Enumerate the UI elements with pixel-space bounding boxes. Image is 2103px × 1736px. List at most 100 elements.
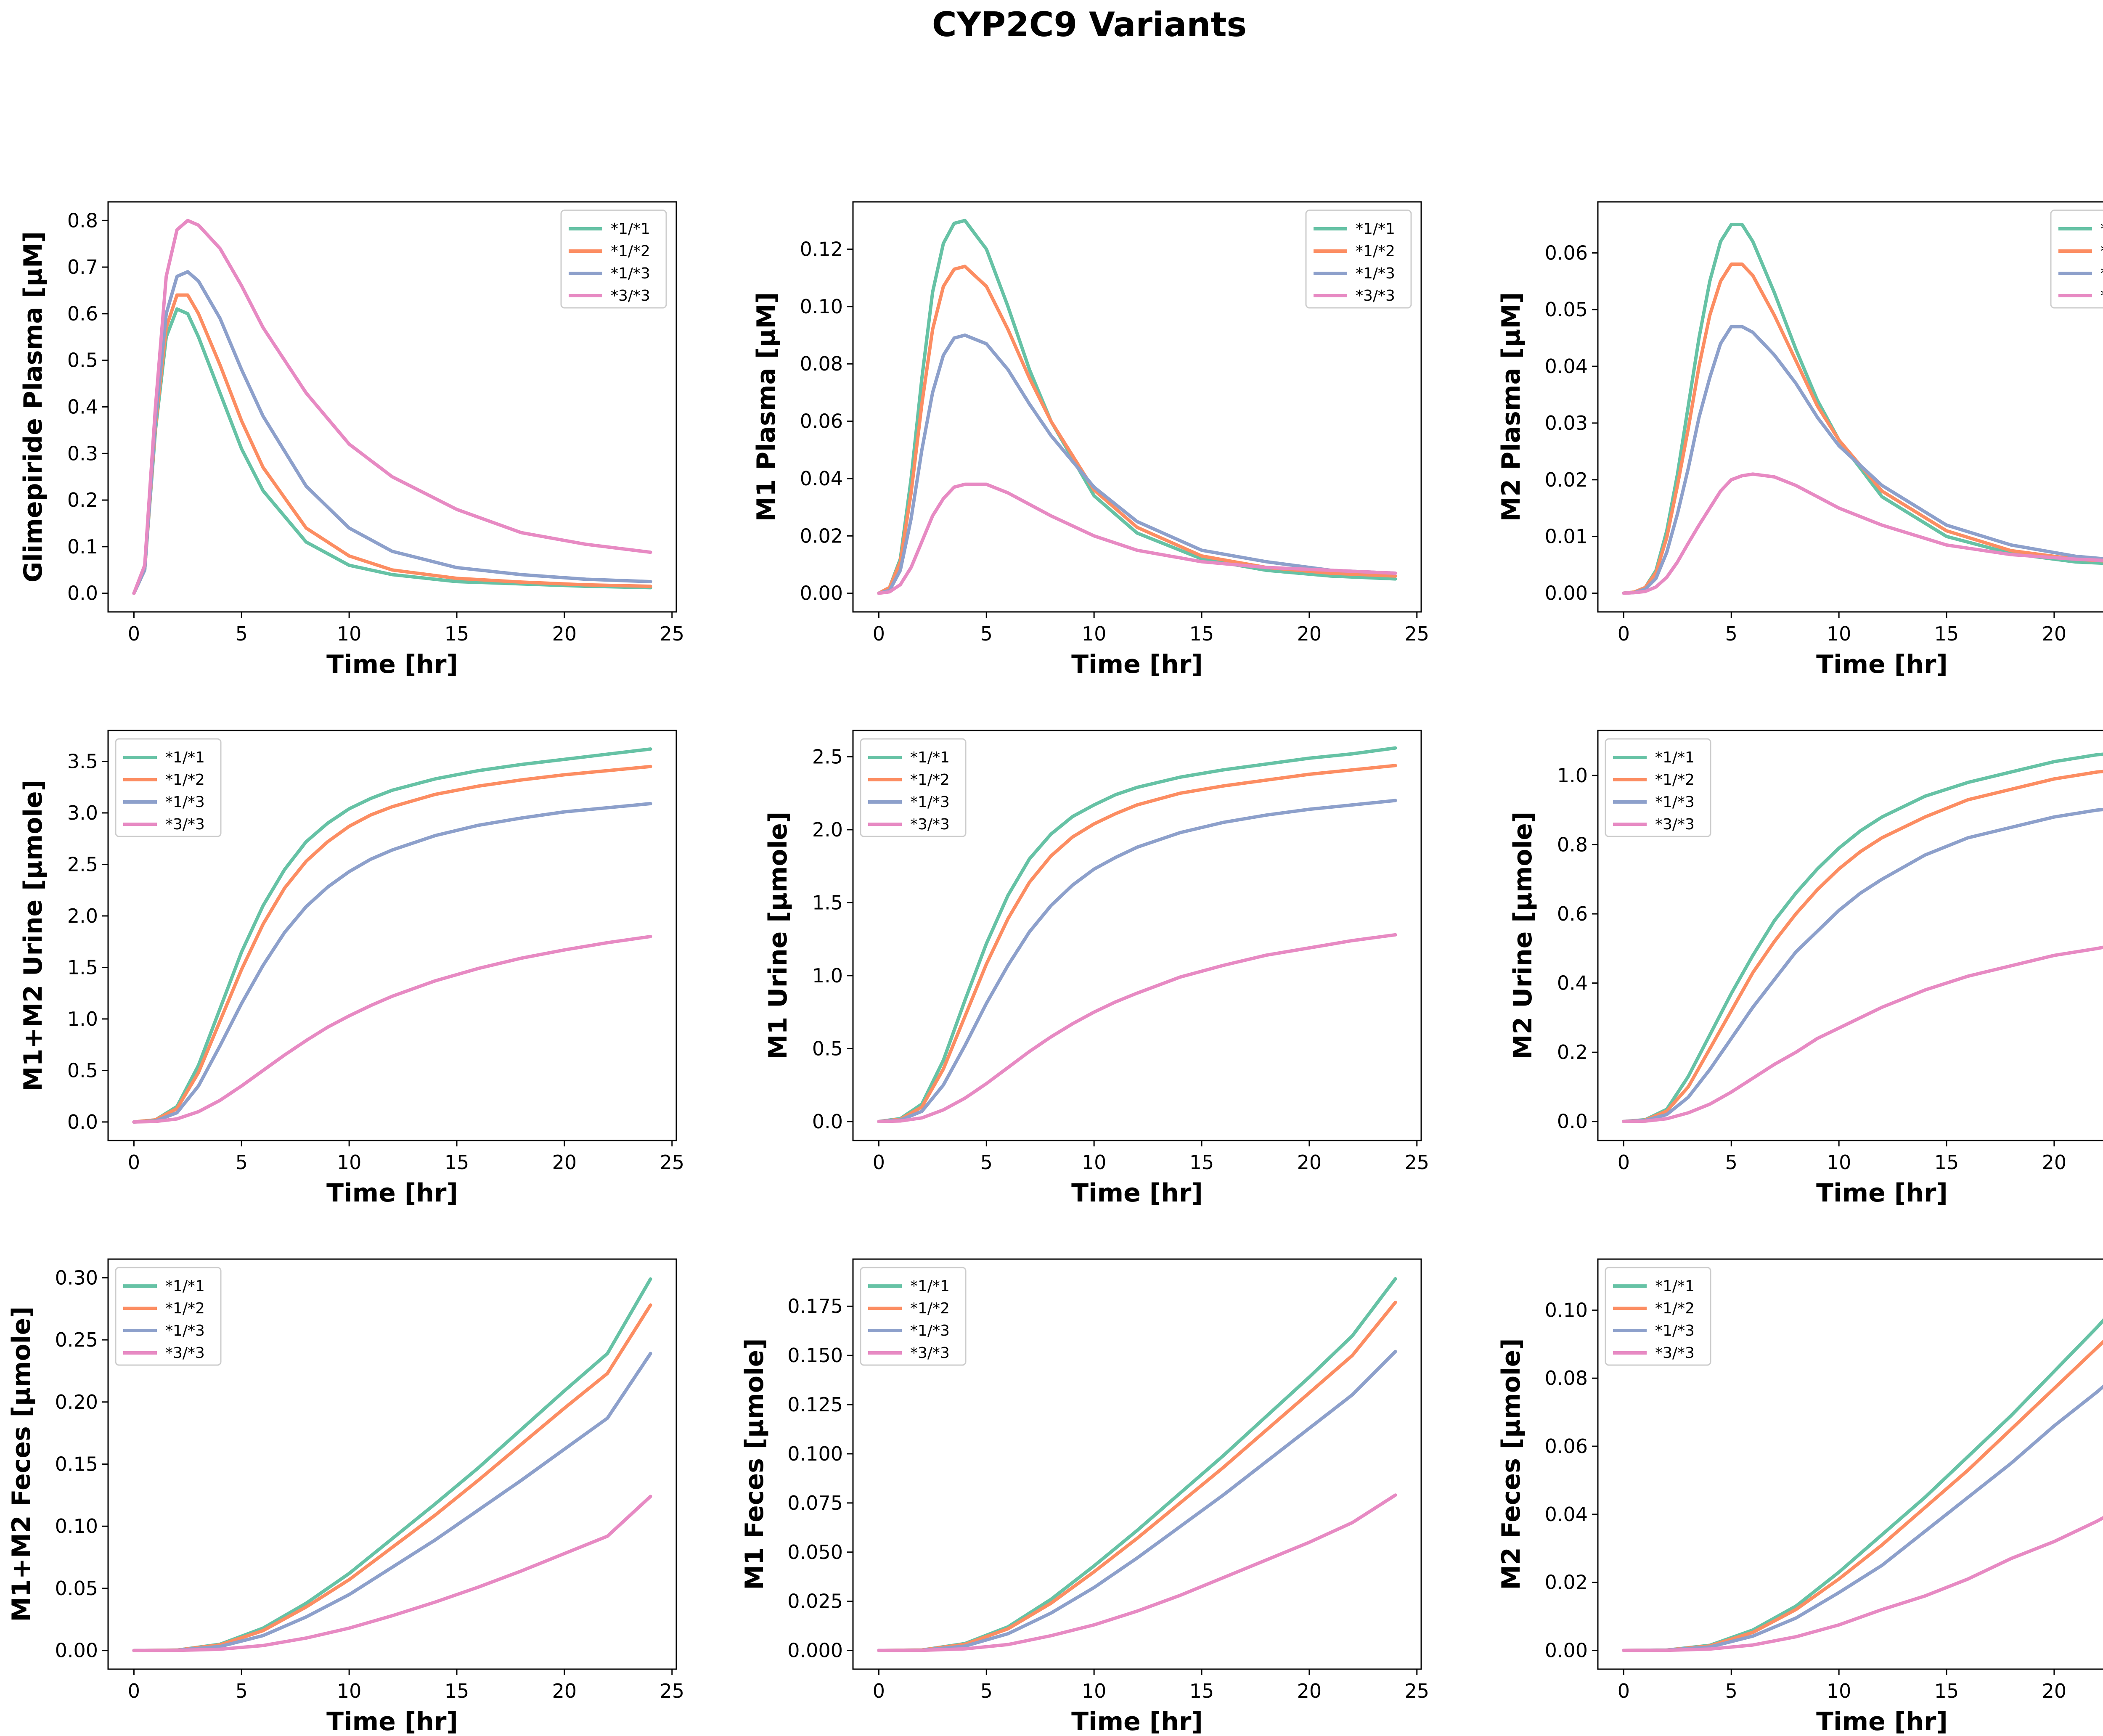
y-axis-label: M1 Feces [µmole] bbox=[740, 1338, 769, 1590]
legend-entry: *1/*2 bbox=[611, 243, 650, 260]
y-tick-label: 0.0 bbox=[1557, 1110, 1588, 1133]
legend-entry: *1/*3 bbox=[910, 794, 950, 811]
y-tick-label: 0.000 bbox=[787, 1639, 843, 1662]
y-tick-label: 1.0 bbox=[1557, 764, 1588, 787]
x-tick-label: 10 bbox=[1082, 1151, 1107, 1174]
legend-entry: *1/*2 bbox=[910, 1300, 950, 1317]
legend-entry: *3/*3 bbox=[165, 1344, 205, 1362]
chart-3: 05101520250.000.010.020.030.040.050.06Ti… bbox=[1496, 201, 2103, 679]
x-tick-label: 20 bbox=[1297, 622, 1322, 645]
legend: *1/*1 *1/*2 *1/*3 *3/*3 bbox=[860, 1267, 967, 1366]
legend-box bbox=[560, 209, 667, 309]
x-axis-label: Time [hr] bbox=[326, 650, 458, 679]
axes-frame bbox=[1597, 1258, 2103, 1670]
x-tick-label: 25 bbox=[660, 622, 684, 645]
series-line-4 bbox=[877, 933, 1397, 1123]
legend-entry: *1/*2 bbox=[1655, 771, 1695, 789]
legend-box bbox=[115, 1267, 222, 1366]
y-tick-label: 0.00 bbox=[1545, 1639, 1588, 1662]
x-tick-label: 25 bbox=[660, 1680, 684, 1702]
x-tick-label: 20 bbox=[1297, 1680, 1322, 1702]
series-line-3 bbox=[132, 270, 652, 595]
y-tick-label: 0.10 bbox=[800, 295, 843, 318]
chart-4: 0 5 10 15 20 25 0.0 0.5 1.0 1.5 2.0 2.5 3.0 3.5 Time [… bbox=[19, 730, 684, 1208]
legend-box bbox=[860, 738, 967, 837]
x-axis-label: Time [hr] bbox=[1071, 650, 1203, 679]
y-tick-label: 0.02 bbox=[1545, 1571, 1588, 1594]
y-tick-label: 0.3 bbox=[67, 442, 98, 465]
legend-entry: *1/*1 bbox=[165, 749, 205, 766]
y-tick-label: 2.5 bbox=[812, 745, 843, 768]
y-tick-label: 0.6 bbox=[1557, 902, 1588, 925]
legend-entry: *1/*2 bbox=[2100, 243, 2103, 260]
y-tick-label: 0.4 bbox=[1557, 972, 1588, 995]
x-tick-label: 20 bbox=[2042, 1151, 2067, 1174]
series-line-1 bbox=[132, 747, 652, 1124]
series-group bbox=[132, 1277, 652, 1652]
y-tick-label: 0.20 bbox=[55, 1391, 98, 1413]
series-line-4 bbox=[877, 1493, 1397, 1652]
y-axis-label: M1+M2 Feces [µmole] bbox=[7, 1306, 36, 1622]
legend-entry: *1/*3 bbox=[1655, 1322, 1695, 1339]
y-tick-label: 1.0 bbox=[67, 1008, 98, 1030]
series-line-3 bbox=[877, 1350, 1397, 1652]
legend-entry: *1/*3 bbox=[165, 794, 205, 811]
y-tick-label: 0.06 bbox=[800, 410, 843, 433]
x-tick-label: 5 bbox=[980, 1151, 993, 1174]
legend-box bbox=[115, 738, 222, 837]
y-tick-label: 3.5 bbox=[67, 750, 98, 773]
legend: *1/*1 *1/*2 *1/*3 *3/*3 bbox=[1605, 738, 1711, 837]
x-tick-label: 20 bbox=[1297, 1151, 1322, 1174]
x-tick-label: 5 bbox=[980, 622, 993, 645]
x-tick-label: 15 bbox=[1934, 1680, 1959, 1702]
chart-2: 0 5 10 15 20 25 0.00 0.02 0.04 0.06 0.08 0.10 0.12 Ti… bbox=[752, 201, 1429, 679]
y-axis-label: M1+M2 Urine [µmole] bbox=[19, 780, 48, 1091]
series-line-1 bbox=[877, 219, 1397, 595]
series-group bbox=[132, 219, 652, 595]
x-tick-label: 20 bbox=[552, 1151, 577, 1174]
y-tick-label: 0.00 bbox=[55, 1639, 98, 1662]
x-tick-label: 10 bbox=[1827, 1680, 1851, 1702]
legend-entry: *3/*3 bbox=[1655, 816, 1695, 833]
y-tick-label: 0.0 bbox=[67, 1111, 98, 1133]
y-tick-label: 3.0 bbox=[67, 802, 98, 824]
legend-entry: *1/*1 bbox=[1655, 1278, 1695, 1295]
y-tick-label: 0.5 bbox=[67, 1059, 98, 1082]
y-tick-label: 0.08 bbox=[800, 352, 843, 375]
axes-frame bbox=[1597, 201, 2103, 613]
y-tick-label: 0.02 bbox=[800, 524, 843, 547]
legend-entry: *1/*2 bbox=[165, 771, 205, 789]
y-tick-label: 0.075 bbox=[787, 1492, 843, 1514]
series-line-4 bbox=[877, 482, 1397, 595]
y-tick-label: 0.10 bbox=[55, 1515, 98, 1538]
y-tick-label: 0.2 bbox=[1557, 1041, 1588, 1064]
legend-entry: *1/*1 bbox=[1356, 220, 1395, 238]
y-tick-label: 0.08 bbox=[1545, 1367, 1588, 1389]
legend-entry: *3/*3 bbox=[910, 1344, 950, 1362]
y-tick-label: 0.05 bbox=[55, 1577, 98, 1600]
y-tick-label: 1.5 bbox=[812, 891, 843, 914]
y-tick-label: 2.0 bbox=[67, 905, 98, 927]
y-tick-label: 0.0 bbox=[812, 1110, 843, 1133]
legend-entry: *1/*1 bbox=[165, 1278, 205, 1295]
y-tick-label: 0.05 bbox=[1545, 298, 1588, 321]
y-tick-label: 0.150 bbox=[787, 1344, 843, 1367]
y-tick-label: 0.00 bbox=[800, 582, 843, 605]
x-tick-label: 0 bbox=[1618, 622, 1630, 645]
series-group bbox=[877, 219, 1397, 595]
series-line-4 bbox=[1622, 1516, 2103, 1652]
y-tick-label: 0.04 bbox=[1545, 355, 1588, 378]
x-tick-label: 10 bbox=[1827, 622, 1851, 645]
x-tick-label: 5 bbox=[236, 622, 248, 645]
x-axis-label: Time [hr] bbox=[326, 1178, 458, 1208]
y-axis-label: M2 Urine [µmole] bbox=[1508, 812, 1538, 1060]
y-tick-label: 0.6 bbox=[67, 302, 98, 325]
legend-entry: *1/*3 bbox=[611, 265, 650, 282]
axes-frame bbox=[852, 201, 1422, 613]
series-line-2 bbox=[877, 1300, 1397, 1652]
legend-entry: *1/*3 bbox=[2100, 265, 2103, 282]
x-axis-label: Time [hr] bbox=[1071, 1178, 1203, 1208]
y-tick-label: 0.15 bbox=[55, 1453, 98, 1476]
